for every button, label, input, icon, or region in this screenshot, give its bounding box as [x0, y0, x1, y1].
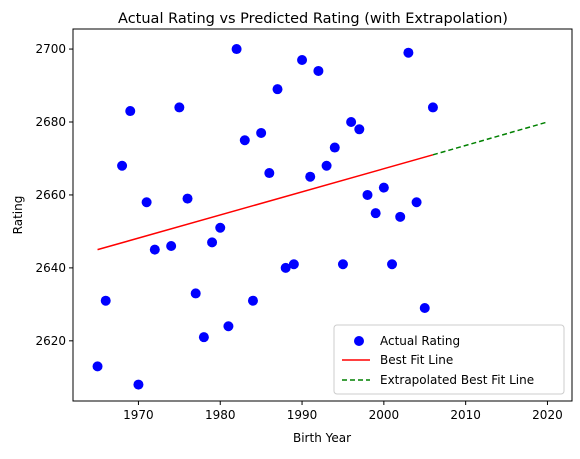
data-point — [378, 182, 389, 193]
data-point — [215, 222, 226, 233]
x-axis-label: Birth Year — [293, 431, 351, 445]
data-point — [166, 241, 177, 251]
x-tick-label: 1980 — [205, 408, 236, 422]
x-axis: 1970 1980 1990 2000 2010 2020 — [123, 401, 563, 422]
y-tick-label: 2620 — [35, 334, 66, 348]
data-point — [264, 168, 275, 179]
legend-box — [333, 324, 565, 395]
data-point — [313, 65, 324, 76]
data-point — [411, 197, 422, 208]
legend-label-best-fit-line: Best Fit Line — [380, 353, 453, 367]
data-point — [272, 84, 283, 95]
data-point — [346, 117, 357, 127]
data-point — [207, 237, 218, 248]
extrapolated-best-fit-line — [432, 121, 548, 156]
data-point — [419, 303, 430, 313]
data-point — [354, 124, 365, 135]
x-tick-label: 2000 — [369, 408, 400, 422]
data-point — [198, 332, 209, 343]
data-point — [100, 295, 111, 306]
data-point — [387, 259, 398, 270]
data-point — [370, 208, 381, 219]
y-axis: 2620 2640 2660 2680 2700 — [35, 42, 73, 348]
legend: Actual Rating Best Fit Line Extrapolated… — [333, 324, 565, 395]
legend-marker-actual-rating — [354, 336, 364, 346]
data-points — [92, 44, 438, 390]
plot-area — [72, 28, 573, 402]
fit-lines — [97, 121, 548, 251]
x-tick-label: 1990 — [287, 408, 318, 422]
x-tick-label: 1970 — [123, 408, 154, 422]
legend-label-extrapolated-line: Extrapolated Best Fit Line — [380, 373, 534, 387]
x-tick-label: 2010 — [450, 408, 481, 422]
data-point — [125, 106, 136, 117]
data-point — [133, 379, 144, 390]
data-point — [117, 160, 128, 171]
data-point — [223, 321, 234, 332]
data-point — [247, 295, 258, 306]
data-point — [141, 197, 152, 208]
data-point — [256, 127, 267, 138]
x-tick-label: 2020 — [532, 408, 563, 422]
data-point — [329, 142, 340, 153]
data-point — [305, 171, 316, 182]
chart-title: Actual Rating vs Predicted Rating (with … — [118, 11, 508, 27]
data-point — [337, 259, 348, 270]
y-tick-label: 2680 — [35, 115, 66, 129]
data-point — [174, 102, 185, 113]
best-fit-line — [97, 154, 434, 251]
data-point — [239, 135, 250, 146]
y-axis-label: Rating — [11, 196, 25, 235]
data-point — [92, 361, 103, 372]
data-point — [182, 193, 193, 204]
data-point — [403, 47, 414, 58]
data-point — [427, 102, 438, 113]
data-point — [231, 44, 242, 55]
legend-label-actual-rating: Actual Rating — [380, 334, 460, 348]
data-point — [280, 262, 291, 273]
y-tick-label: 2700 — [35, 42, 66, 56]
data-point — [321, 160, 332, 171]
y-tick-label: 2660 — [35, 188, 66, 202]
data-point — [362, 189, 373, 200]
data-point — [297, 55, 308, 65]
data-point — [149, 244, 160, 255]
y-tick-label: 2640 — [35, 261, 66, 275]
data-point — [288, 259, 299, 270]
data-point — [190, 288, 201, 299]
data-point — [395, 211, 406, 222]
